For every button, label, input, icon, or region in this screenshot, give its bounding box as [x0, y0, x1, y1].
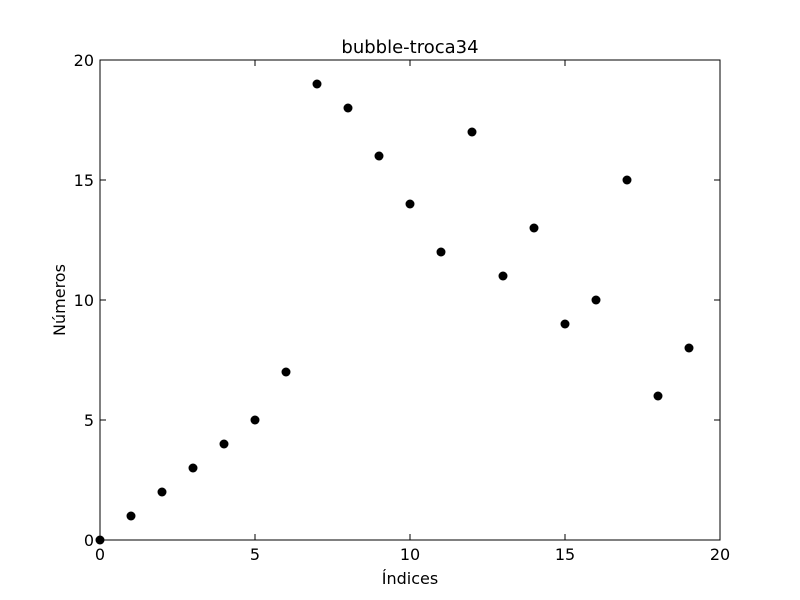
data-point	[591, 295, 601, 305]
axis-tick-labels: 0 5 10 15 20 0 5 10 15 20	[74, 51, 731, 564]
x-tick-label: 20	[710, 545, 730, 564]
x-tick-label: 5	[250, 545, 260, 564]
data-point	[498, 271, 508, 281]
data-points	[95, 79, 694, 545]
x-axis-label: Índices	[382, 569, 438, 588]
x-tick-label: 15	[555, 545, 575, 564]
data-point	[281, 367, 291, 377]
y-axis-label: Números	[50, 264, 69, 336]
chart-title: bubble-troca34	[341, 37, 478, 58]
data-point	[529, 223, 539, 233]
data-point	[684, 343, 694, 353]
data-point	[560, 319, 570, 329]
data-point	[157, 487, 167, 497]
x-tick-label: 10	[400, 545, 420, 564]
data-point	[343, 103, 353, 113]
y-tick-label: 0	[84, 531, 94, 550]
y-tick-label: 10	[74, 291, 94, 310]
data-point	[374, 151, 384, 161]
data-point	[405, 199, 415, 209]
data-point	[126, 511, 136, 521]
data-point	[312, 79, 322, 89]
y-tick-label: 5	[84, 411, 94, 430]
data-point	[95, 535, 105, 545]
data-point	[467, 127, 477, 137]
x-tick-label: 0	[95, 545, 105, 564]
data-point	[436, 247, 446, 257]
data-point	[250, 415, 260, 425]
axis-ticks	[99, 59, 721, 541]
y-tick-label: 20	[74, 51, 94, 70]
data-point	[653, 391, 663, 401]
data-point	[219, 439, 229, 449]
data-point	[622, 175, 632, 185]
data-point	[188, 463, 198, 473]
y-tick-label: 15	[74, 171, 94, 190]
